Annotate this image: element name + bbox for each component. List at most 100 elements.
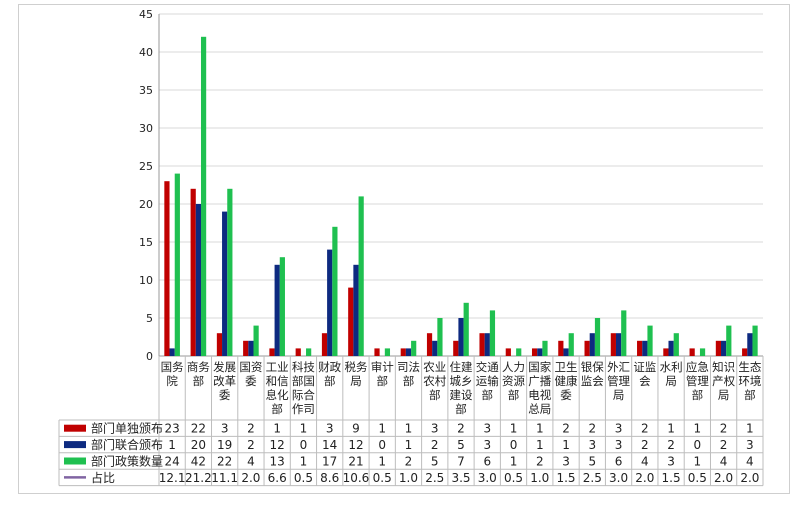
category-label: 电视 <box>528 388 551 402</box>
category-label: 部 <box>324 374 336 388</box>
data-label: 1.5 <box>556 471 575 485</box>
category-label: 农村 <box>423 374 446 388</box>
data-label: 1 <box>510 455 518 469</box>
bar <box>295 348 301 356</box>
data-label: 8.6 <box>320 471 339 485</box>
category-label: 银保 <box>581 360 604 374</box>
data-label: 4 <box>641 455 649 469</box>
bar <box>589 333 595 356</box>
data-label: 2.0 <box>635 471 654 485</box>
category-label: 委 <box>219 388 231 402</box>
chart-frame: 0 5 10 15 20 25 30 35 40 45 国务院商务部发展 改革委国资委工业 和信 息化部科… <box>18 4 790 494</box>
category-label: 外汇 <box>607 360 630 374</box>
bar <box>437 318 443 356</box>
data-label: 3 <box>588 438 596 452</box>
bar <box>484 333 490 356</box>
category-label: 作司 <box>292 402 315 416</box>
category-label: 部 <box>429 388 441 402</box>
data-label: 2 <box>405 455 413 469</box>
data-label: 2 <box>536 455 544 469</box>
data-label: 2.5 <box>425 471 444 485</box>
data-label: 21.2 <box>185 471 212 485</box>
category-label: 局 <box>350 374 362 388</box>
bar <box>610 333 616 356</box>
data-label: 22 <box>191 422 206 436</box>
bar <box>542 340 548 356</box>
data-label: 1 <box>300 455 308 469</box>
bar <box>537 348 543 356</box>
category-label: 部 <box>271 402 283 416</box>
category-label: 人力 <box>502 360 525 374</box>
data-label: 3 <box>562 455 570 469</box>
data-label: 6.6 <box>268 471 287 485</box>
bar <box>752 325 758 356</box>
category-label: 管理 <box>686 374 709 388</box>
bar <box>190 188 196 356</box>
legend-label: 部门单独颁布 <box>91 421 163 436</box>
data-label: 0.5 <box>504 471 523 485</box>
bar <box>327 249 333 356</box>
category-label: 息化 <box>266 388 289 402</box>
data-label: 1 <box>746 422 754 436</box>
data-label: 13 <box>270 455 285 469</box>
data-label: 0.5 <box>688 471 707 485</box>
data-label: 3 <box>615 438 623 452</box>
category-label: 广播 <box>528 374 551 388</box>
category-label: 生态 <box>738 360 761 374</box>
bar <box>663 348 669 356</box>
data-label: 21 <box>348 455 363 469</box>
bar <box>227 188 233 356</box>
data-label: 2 <box>720 438 728 452</box>
bar <box>374 348 380 356</box>
bar <box>568 333 574 356</box>
data-label: 3 <box>615 422 623 436</box>
data-label: 42 <box>191 455 206 469</box>
bar <box>358 196 364 356</box>
data-label: 4 <box>720 455 728 469</box>
data-label: 1 <box>168 438 176 452</box>
data-label: 2.0 <box>740 471 759 485</box>
data-label: 5 <box>457 438 465 452</box>
data-label: 2 <box>720 422 728 436</box>
data-label: 1 <box>536 422 544 436</box>
bar <box>715 340 722 356</box>
bar <box>348 287 354 356</box>
category-label: 际合 <box>292 388 315 402</box>
data-label: 1 <box>694 455 702 469</box>
data-label: 1 <box>405 438 413 452</box>
category-label: 部 <box>403 374 415 388</box>
data-label: 3.5 <box>451 471 470 485</box>
bar <box>647 325 653 356</box>
bar <box>699 348 706 356</box>
data-label: 1.0 <box>399 471 418 485</box>
data-label: 14 <box>322 438 337 452</box>
y-tick-label: 10 <box>139 274 153 287</box>
bar <box>269 348 275 356</box>
category-label: 部 <box>508 388 520 402</box>
data-label: 0.5 <box>373 471 392 485</box>
category-label: 部 <box>692 388 704 402</box>
data-label: 3 <box>483 438 491 452</box>
bar <box>463 302 469 356</box>
bar <box>384 348 391 356</box>
data-label: 2 <box>588 422 596 436</box>
y-tick-label: 15 <box>139 236 153 249</box>
legend-key <box>64 424 86 432</box>
category-label: 局 <box>613 388 625 402</box>
bar <box>726 325 732 356</box>
data-label: 1.0 <box>530 471 549 485</box>
bar <box>489 310 496 356</box>
y-tick-label: 40 <box>139 46 153 59</box>
category-label: 和信 <box>266 374 289 388</box>
category-label: 证监 <box>633 360 656 374</box>
bar <box>243 340 249 356</box>
data-label: 1.5 <box>662 471 681 485</box>
data-label: 12 <box>270 438 285 452</box>
bar <box>563 348 569 356</box>
bar <box>216 333 223 356</box>
category-label: 改革 <box>213 374 236 388</box>
bar <box>747 333 753 356</box>
data-label: 1 <box>510 422 518 436</box>
data-label: 3.0 <box>609 471 628 485</box>
category-label: 住建 <box>450 360 473 374</box>
